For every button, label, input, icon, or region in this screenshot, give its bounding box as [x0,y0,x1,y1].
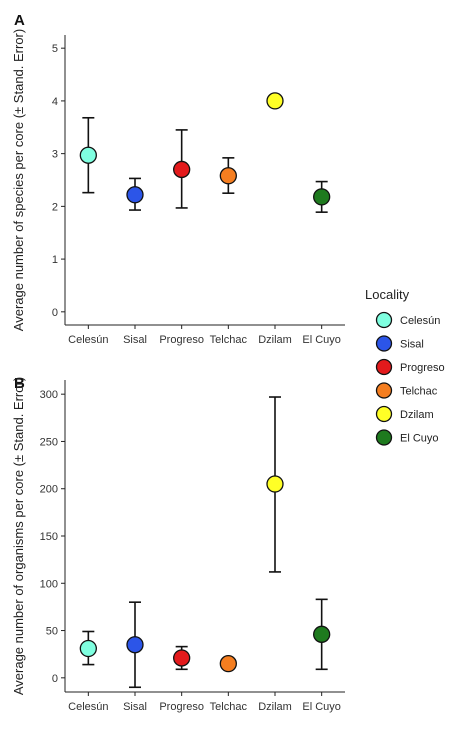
x-tick-label: Sisal [123,334,147,346]
data-point [219,654,237,673]
y-tick-label: 4 [52,96,58,108]
data-point [173,160,191,179]
legend-swatch [375,358,393,376]
legend-title: Locality [365,287,410,302]
legend-swatch [375,382,393,399]
x-tick-label: Progreso [159,334,204,346]
y-tick-label: 300 [40,389,58,401]
data-point [266,475,284,493]
legend-label: Dzilam [400,409,434,421]
y-tick-label: 100 [40,578,58,590]
legend-swatch [375,429,393,446]
x-tick-label: Celesún [68,334,108,346]
x-tick-label: Telchac [210,334,248,346]
panel-label: A [14,12,25,29]
y-tick-label: 5 [52,43,58,55]
y-axis-title: Average number of organisms per core (± … [11,377,26,695]
data-point [79,639,97,658]
data-point [126,636,144,654]
data-point [173,649,191,667]
x-tick-label: Celesún [68,701,108,713]
x-tick-label: El Cuyo [302,701,341,713]
y-tick-label: 3 [52,149,58,161]
data-point [313,625,331,643]
x-tick-label: Sisal [123,701,147,713]
y-tick-label: 150 [40,531,58,543]
y-tick-label: 1 [52,254,58,266]
legend-swatch [375,311,393,329]
panel-b: B 0 50 100 150 200 250 300 Celesún Sisal Progreso T… [11,375,345,713]
y-tick-label: 0 [52,307,58,319]
data-point [79,146,97,164]
x-tick-label: Progreso [159,701,204,713]
data-point [219,167,237,185]
data-point [126,186,144,204]
x-tick-label: Dzilam [258,701,292,713]
x-tick-label: Dzilam [258,334,292,346]
x-tick-label: Telchac [210,701,248,713]
y-tick-label: 50 [46,626,58,638]
legend-label: Telchac [400,386,438,398]
y-axis-title: Average number of species per core (± St… [11,29,26,331]
legend-label: Progreso [400,362,445,374]
y-tick-label: 200 [40,484,58,496]
legend-label: Celesún [400,315,440,327]
data-point [266,92,284,110]
x-tick-label: El Cuyo [302,334,341,346]
legend-label: El Cuyo [400,433,439,445]
y-tick-label: 250 [40,436,58,448]
data-point [313,188,331,206]
panel-label: B [14,375,25,392]
y-tick-label: 2 [52,201,58,213]
legend-swatch [375,335,393,352]
legend-swatch [375,405,393,423]
legend-label: Sisal [400,339,424,351]
panel-a: A 0 1 2 3 4 5 Celesún Sisal Progreso Telchac Dzilam… [11,12,345,346]
legend: Locality Celesún Sisal Progreso Telchac Dzila… [365,287,445,446]
y-tick-label: 0 [52,673,58,685]
